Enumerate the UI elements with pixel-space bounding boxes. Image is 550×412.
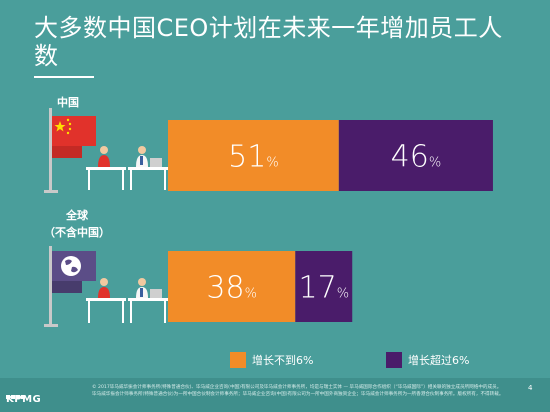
footer bbox=[0, 378, 550, 412]
bar-value-label: 38% bbox=[206, 271, 257, 306]
page-title: 大多数中国CEO计划在未来一年增加员工人数 bbox=[34, 14, 503, 70]
office-workers-icon bbox=[86, 278, 168, 323]
kpmg-logo-squares bbox=[6, 384, 26, 403]
legal-line: © 2017毕马威华振会计师事务所(特殊普通合伙)、毕马威企业咨询(中国)有限公… bbox=[92, 385, 502, 390]
bar-segment bbox=[168, 251, 296, 322]
office-workers-icon bbox=[86, 146, 168, 190]
legend-label: 增长不到6% bbox=[252, 354, 314, 367]
bar-segment bbox=[168, 120, 339, 191]
legal-text: © 2017毕马威华振会计师事务所(特殊普通合伙)、毕马威企业咨询(中国)有限公… bbox=[92, 384, 522, 398]
page-number: 4 bbox=[528, 384, 533, 392]
category-label: 中国 bbox=[57, 95, 79, 109]
category-label: 全球 bbox=[65, 208, 89, 222]
legend-label: 增长超过6% bbox=[408, 354, 470, 367]
legend-swatch bbox=[386, 352, 402, 368]
bar-value-label: 17% bbox=[299, 271, 350, 306]
china-flag-icon bbox=[44, 108, 96, 193]
bar-segment bbox=[338, 120, 493, 191]
kpmg-logo: KPMG bbox=[6, 394, 42, 405]
legend-item: 增长超过6% bbox=[386, 352, 469, 368]
bar-segment bbox=[295, 251, 353, 322]
bar-value-label: 51% bbox=[228, 140, 279, 175]
bars-group: 51% 46% 38% 17% bbox=[168, 120, 493, 322]
title-underline bbox=[34, 76, 94, 78]
bar-value-label: 46% bbox=[391, 140, 442, 175]
legend-swatch bbox=[230, 352, 246, 368]
globe-flag-icon bbox=[44, 246, 96, 327]
legend-item: 增长不到6% bbox=[230, 352, 313, 368]
category-label: （不含中国） bbox=[44, 225, 110, 239]
legal-line: 毕马威华振会计师事务所(特殊普通合伙)为一所中国合伙制会计师事务所；毕马威企业咨… bbox=[92, 392, 504, 397]
